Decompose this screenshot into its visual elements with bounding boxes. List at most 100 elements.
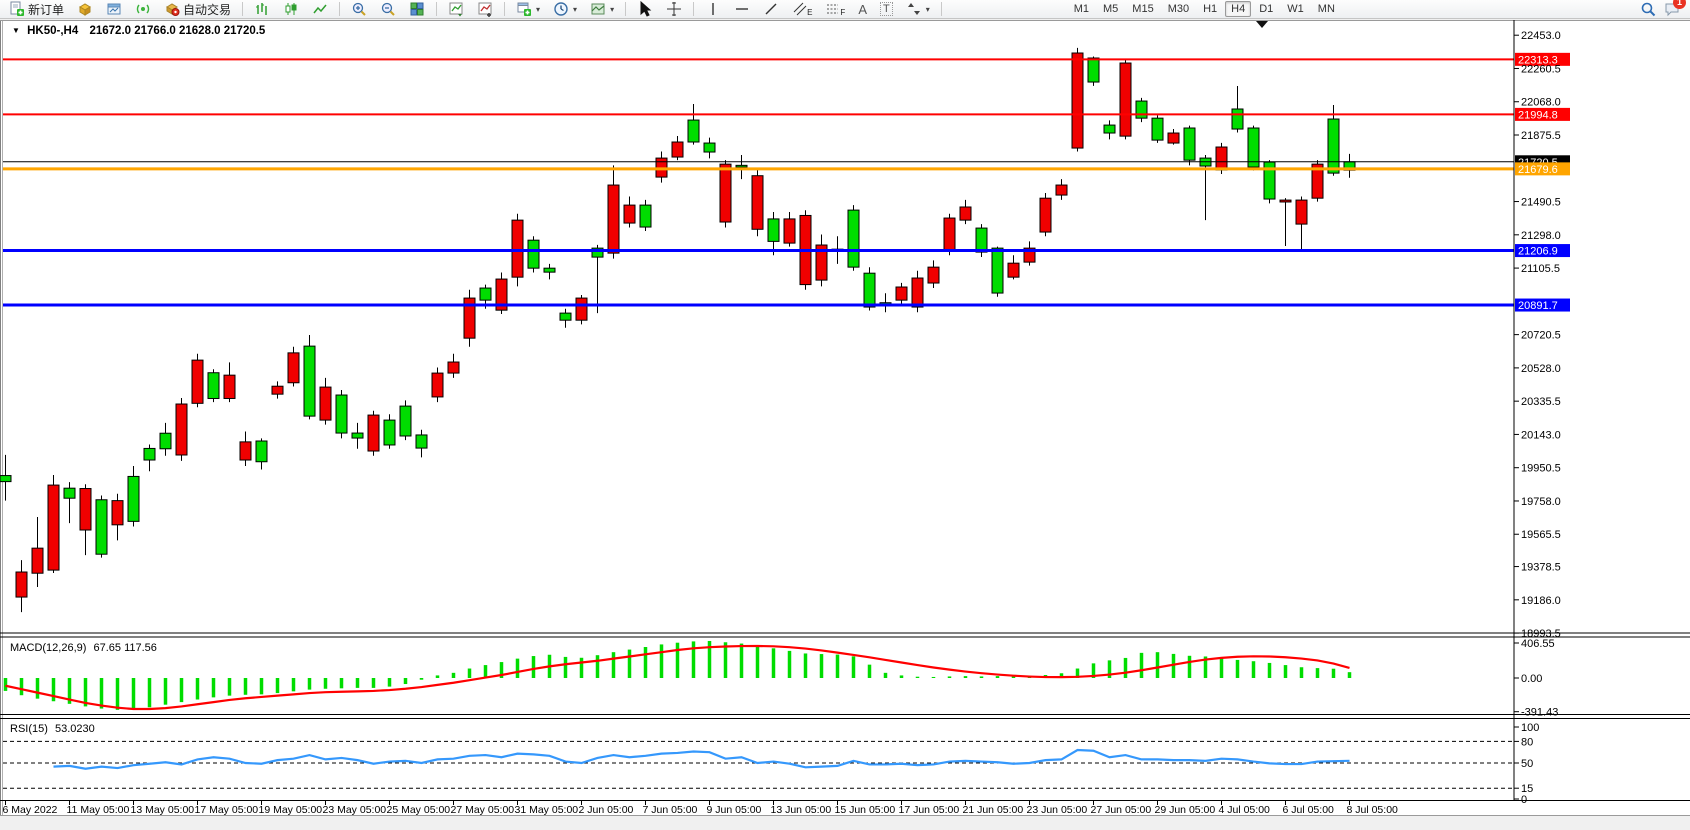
candle-body xyxy=(127,475,140,522)
price-line-label-bg xyxy=(1515,162,1570,176)
horizontal-line-tool[interactable] xyxy=(729,1,755,18)
chart-window[interactable]: 22313.321994.821720.521679.621206.920891… xyxy=(0,20,1690,816)
y-axis-tick: 19378.5 xyxy=(1521,562,1561,574)
tab-timeframe-m15[interactable]: M15 xyxy=(1132,3,1154,15)
collapse-triangle-icon[interactable]: ▼ xyxy=(12,26,20,35)
crosshair-tool-button[interactable] xyxy=(661,1,687,18)
toolbar-separator xyxy=(504,2,506,16)
indicators-button[interactable] xyxy=(443,1,469,18)
rsi-name: RSI(15) xyxy=(10,723,48,735)
chevron-down-icon: ▾ xyxy=(536,4,541,14)
channel-tool-letter: E xyxy=(807,7,813,17)
trendline-tool[interactable] xyxy=(758,1,784,18)
text-tool[interactable]: A xyxy=(853,1,872,18)
y-axis-tick: 19565.5 xyxy=(1521,529,1561,541)
line-chart-button[interactable] xyxy=(307,1,333,18)
zoom-in-button[interactable] xyxy=(346,1,372,18)
tab-timeframe-d1[interactable]: D1 xyxy=(1259,3,1274,15)
candle-body xyxy=(751,175,764,230)
candle-body xyxy=(495,278,508,311)
candle-body xyxy=(479,287,492,301)
trendline-icon xyxy=(765,3,777,15)
x-axis-label: 25 May 05:00 xyxy=(387,804,451,816)
indicator-list-button[interactable] xyxy=(472,1,498,18)
macd-axis-tick: 0.00 xyxy=(1521,673,1542,685)
x-axis-label: 27 Jun 05:00 xyxy=(1091,804,1152,816)
toolbar-separator xyxy=(940,2,942,16)
candle-body xyxy=(543,267,556,273)
candle-body xyxy=(959,206,972,221)
candlestick-button[interactable] xyxy=(278,1,304,18)
candle-body xyxy=(847,209,860,268)
timeframe-bar: M1 M5 M15 M30 H1 H4 D1 W1 MN xyxy=(1068,1,1341,17)
macd-axis-tick: -391.43 xyxy=(1521,707,1558,719)
y-axis-tick: 19950.5 xyxy=(1521,463,1561,475)
new-order-button[interactable]: 新订单 xyxy=(4,1,69,18)
candle-body xyxy=(303,345,316,417)
new-chart-button[interactable]: ▾ xyxy=(511,1,545,18)
chart-symbol-info: ▼ HK50-,H4 21672.0 21766.0 21628.0 21720… xyxy=(12,25,265,37)
market-watch-button[interactable] xyxy=(72,1,98,18)
candle-body xyxy=(47,484,60,571)
tab-timeframe-m30[interactable]: M30 xyxy=(1167,3,1190,15)
candle-body xyxy=(383,419,396,446)
candle-body xyxy=(815,244,828,281)
tab-timeframe-h1[interactable]: H1 xyxy=(1203,3,1218,15)
candle-body xyxy=(319,386,332,421)
candle-body xyxy=(1135,100,1148,119)
bar-chart-button[interactable] xyxy=(249,1,275,18)
cursor-tool-button[interactable] xyxy=(632,1,658,18)
rsi-value: 53.0230 xyxy=(54,723,95,735)
tab-timeframe-w1[interactable]: W1 xyxy=(1287,3,1304,15)
candle-body xyxy=(111,500,124,526)
y-axis-tick: 20143.0 xyxy=(1521,429,1561,441)
candle-body xyxy=(1055,184,1068,196)
candle-body xyxy=(31,547,44,574)
fibonacci-tool[interactable]: F xyxy=(820,1,850,18)
tile-windows-button[interactable] xyxy=(404,1,430,18)
y-axis-tick: 19186.0 xyxy=(1521,595,1561,607)
rsi-axis-tick: 50 xyxy=(1521,758,1533,770)
toolbar-separator xyxy=(242,2,244,16)
periods-button[interactable]: ▾ xyxy=(548,1,582,18)
arrows-tool[interactable]: ▾ xyxy=(901,1,935,18)
vertical-line-tool[interactable] xyxy=(700,1,726,18)
auto-trading-label: 自动交易 xyxy=(183,2,232,17)
periods-clock-icon xyxy=(554,2,568,16)
x-axis-label: 7 Jun 05:00 xyxy=(643,804,698,816)
signal-button[interactable] xyxy=(130,1,156,18)
candle-body xyxy=(191,359,204,404)
templates-button[interactable]: ▾ xyxy=(585,1,619,18)
x-axis-label: 2 Jun 05:00 xyxy=(579,804,634,816)
candle-body xyxy=(223,374,236,399)
candle-body xyxy=(1247,127,1260,168)
macd-values: 67.65 117.56 xyxy=(93,642,157,654)
y-axis-tick: 20335.5 xyxy=(1521,396,1561,408)
candle-body xyxy=(623,204,636,224)
crosshair-icon xyxy=(667,2,682,16)
x-axis-label: 23 May 05:00 xyxy=(323,804,387,816)
tab-timeframe-m5[interactable]: M5 xyxy=(1103,3,1119,15)
candle-body xyxy=(463,297,476,339)
tab-timeframe-mn[interactable]: MN xyxy=(1317,3,1335,15)
zoom-out-icon xyxy=(381,2,395,16)
tab-timeframe-h4[interactable]: H4 xyxy=(1225,1,1252,17)
candle-body xyxy=(399,405,412,437)
search-icon[interactable] xyxy=(1640,1,1656,17)
zoom-out-button[interactable] xyxy=(375,1,401,18)
candle-body xyxy=(1087,57,1100,83)
candle-body xyxy=(575,297,588,321)
text-label-tool[interactable]: T xyxy=(875,1,898,18)
data-window-button[interactable] xyxy=(101,1,127,18)
macd-axis-tick: 406.55 xyxy=(1521,638,1555,650)
channel-tool[interactable]: E xyxy=(787,1,817,18)
candle-body xyxy=(703,142,716,153)
auto-trading-button[interactable]: 自动交易 xyxy=(159,1,236,18)
chart-shift-marker[interactable] xyxy=(1256,21,1268,28)
notifications-button[interactable]: 1 xyxy=(1664,0,1686,17)
x-axis-label: 17 May 05:00 xyxy=(195,804,259,816)
chart-canvas[interactable]: 22313.321994.821720.521679.621206.920891… xyxy=(0,20,1690,816)
macd-signal-line xyxy=(5,644,1350,711)
y-axis-tick: 19758.0 xyxy=(1521,496,1561,508)
tab-timeframe-m1[interactable]: M1 xyxy=(1073,3,1090,15)
